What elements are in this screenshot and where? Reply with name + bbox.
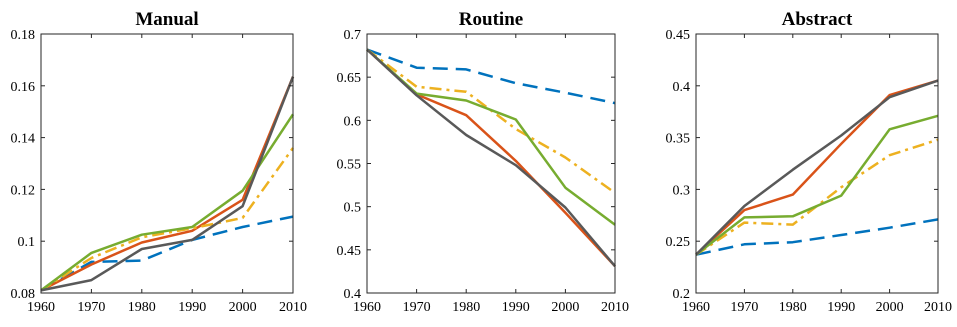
y-tick-label: 0.18 bbox=[11, 28, 36, 43]
y-tick-label: 0.14 bbox=[11, 132, 36, 147]
x-tick-label: 2010 bbox=[924, 300, 952, 315]
y-tick-label: 0.6 bbox=[344, 114, 362, 129]
axes-box bbox=[40, 33, 294, 294]
panel-0: Manual 1960 1970 1980 1990 2000 2010 0.08 0.1 0.1… bbox=[11, 9, 308, 315]
y-tick-label: 0.4 bbox=[344, 287, 362, 302]
y-tick-label: 0.12 bbox=[11, 183, 36, 198]
y-tick-label: 0.45 bbox=[337, 244, 362, 259]
x-tick-label: 1980 bbox=[128, 300, 156, 315]
y-tick-label: 0.45 bbox=[666, 28, 691, 43]
y-tick-label: 0.35 bbox=[666, 132, 691, 147]
series-line-1 bbox=[695, 79, 939, 256]
x-tick-label: 1990 bbox=[502, 300, 530, 315]
panel-title: Abstract bbox=[782, 9, 853, 30]
x-tick-label: 1960 bbox=[353, 300, 381, 315]
x-tick-label: 1970 bbox=[730, 300, 758, 315]
panel-title: Manual bbox=[135, 9, 198, 30]
y-tick-label: 0.2 bbox=[673, 287, 691, 302]
series-line-2 bbox=[366, 48, 616, 194]
series-line-2 bbox=[695, 138, 939, 256]
y-tick-label: 0.4 bbox=[673, 80, 691, 95]
x-tick-label: 1980 bbox=[779, 300, 807, 315]
y-tick-label: 0.65 bbox=[337, 71, 362, 86]
y-tick-label: 0.7 bbox=[344, 28, 362, 43]
x-tick-label: 1960 bbox=[682, 300, 710, 315]
y-tick-label: 0.16 bbox=[11, 80, 36, 95]
x-tick-label: 2000 bbox=[229, 300, 257, 315]
x-tick-label: 1970 bbox=[77, 300, 105, 315]
y-tick-label: 0.5 bbox=[344, 201, 362, 216]
series-line-0 bbox=[40, 215, 294, 292]
x-tick-label: 1990 bbox=[178, 300, 206, 315]
x-tick-label: 2000 bbox=[876, 300, 904, 315]
x-tick-label: 1990 bbox=[827, 300, 855, 315]
x-tick-label: 1960 bbox=[27, 300, 55, 315]
series-line-4 bbox=[40, 76, 295, 292]
y-tick-label: 0.55 bbox=[337, 158, 362, 173]
series-line-0 bbox=[695, 218, 939, 256]
axes-box bbox=[366, 33, 616, 294]
axes-box bbox=[695, 33, 939, 294]
series-line-1 bbox=[40, 76, 295, 292]
series-line-2 bbox=[40, 147, 295, 292]
y-tick-label: 0.25 bbox=[666, 235, 691, 250]
series-line-4 bbox=[695, 79, 939, 256]
x-tick-label: 2010 bbox=[601, 300, 629, 315]
panel-title: Routine bbox=[459, 9, 523, 30]
series-line-0 bbox=[366, 48, 616, 105]
y-tick-label: 0.08 bbox=[11, 287, 36, 302]
x-tick-label: 2010 bbox=[279, 300, 307, 315]
y-tick-label: 0.3 bbox=[673, 183, 691, 198]
series-line-3 bbox=[40, 113, 295, 292]
series-line-4 bbox=[366, 48, 616, 268]
x-tick-label: 1970 bbox=[403, 300, 431, 315]
x-tick-label: 1980 bbox=[452, 300, 480, 315]
panel-1: Routine 1960 1970 1980 1990 2000 2010 0.4 0.45 0.… bbox=[337, 9, 630, 315]
x-tick-label: 2000 bbox=[551, 300, 579, 315]
y-tick-label: 0.1 bbox=[18, 235, 36, 250]
panel-2: Abstract 1960 1970 1980 1990 2000 2010 0.2 0.25 0… bbox=[666, 9, 953, 315]
series-line-3 bbox=[695, 114, 939, 256]
